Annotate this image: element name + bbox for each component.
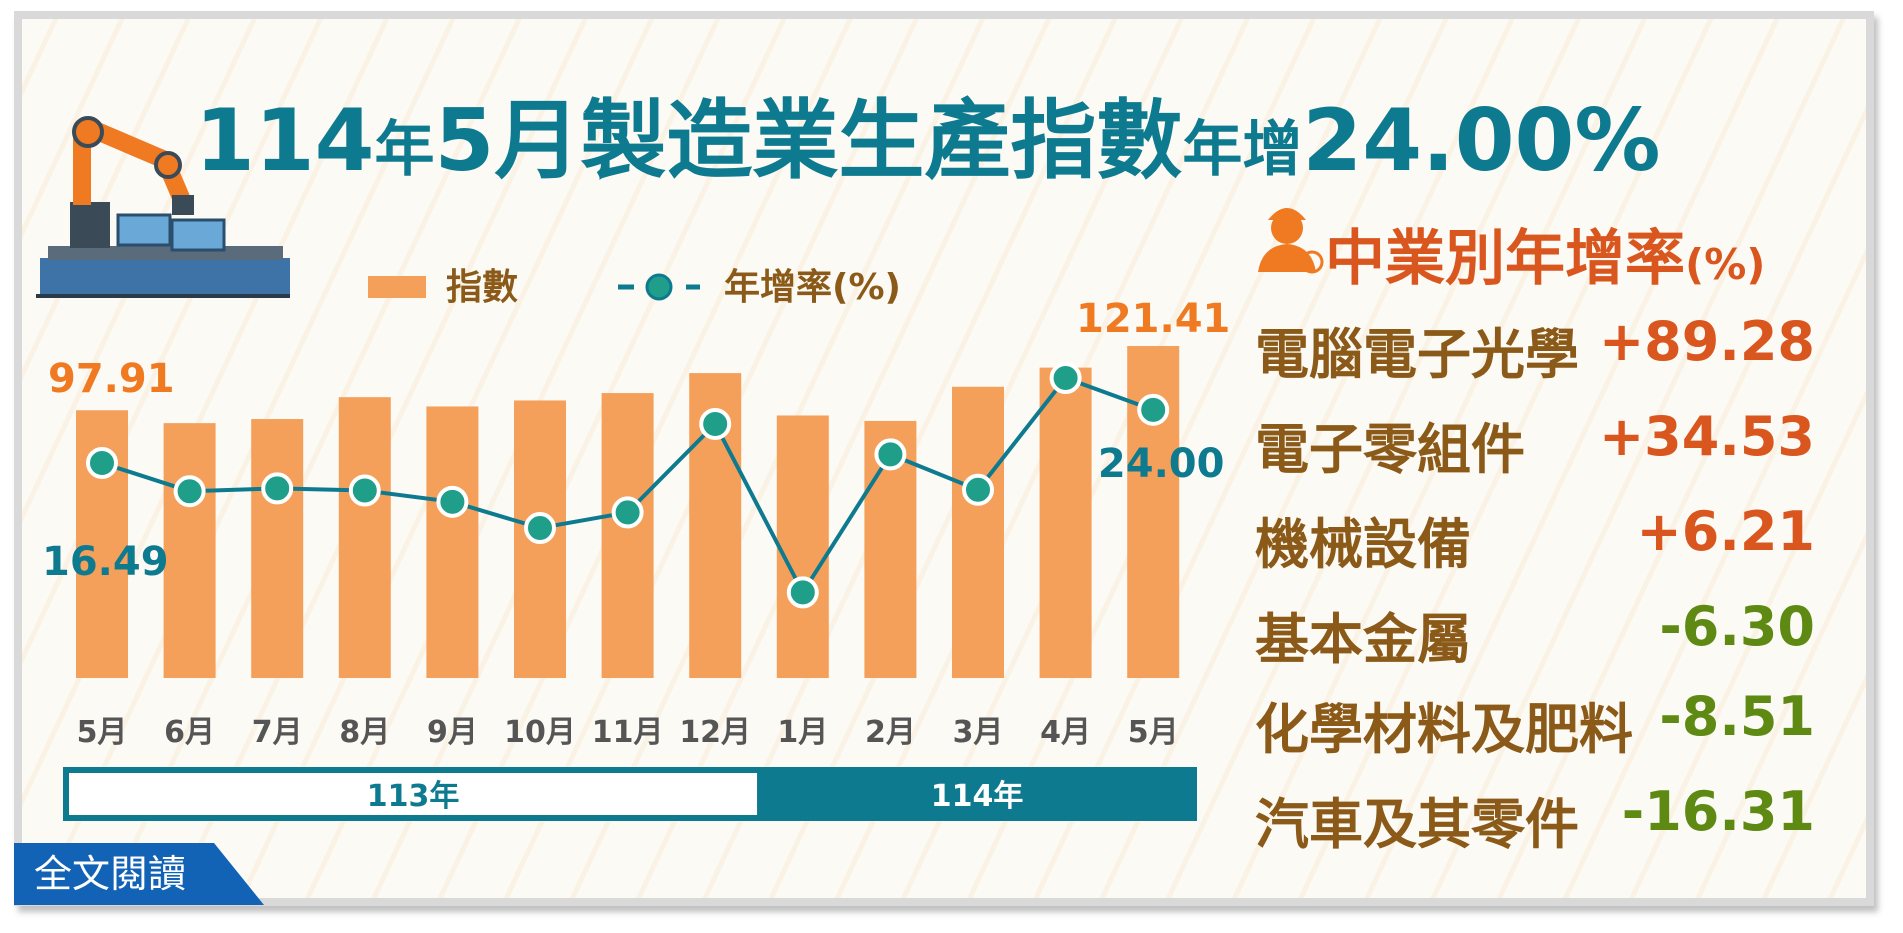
rate-point	[962, 473, 994, 506]
industry-name: 汽車及其零件	[1255, 793, 1579, 856]
index-bar	[163, 423, 216, 678]
infographic-frame	[14, 11, 1874, 906]
legend-label-rate: 年增率(%)	[724, 267, 901, 308]
industry-value: +34.53	[1598, 405, 1815, 468]
index-bar	[338, 397, 391, 678]
data-label-last-index: 121.41	[1076, 296, 1230, 342]
rate-point	[173, 475, 206, 508]
year-segment	[757, 767, 1198, 821]
x-tick-label: 9月	[427, 715, 478, 750]
rate-point	[1049, 362, 1082, 394]
x-axis-ticks: 5月 6月 7月 8月 9月 10月 11月 12月 1月 2月 3月 4月 5月	[77, 715, 1179, 750]
index-bar	[251, 419, 304, 678]
x-tick-label: 4月	[1040, 715, 1091, 750]
x-tick-label: 12月	[679, 715, 751, 750]
title-year: 114	[195, 91, 375, 191]
x-tick-label: 5月	[1128, 715, 1179, 750]
rate-point	[786, 576, 819, 609]
title-growth-value: 24.00%	[1302, 91, 1661, 191]
page-title: 114年5月製造業生產指數年增24.00%	[195, 70, 1755, 191]
worker-icon	[1258, 208, 1324, 274]
line-series	[86, 362, 1170, 609]
x-tick-label: 7月	[252, 715, 303, 750]
data-label-first-rate: 16.49	[42, 539, 169, 585]
legend-label-index: 指數	[446, 267, 518, 308]
data-labels: 97.91 121.41 16.49 24.00	[42, 296, 1230, 585]
title-growth-word: 年增	[1182, 115, 1303, 185]
rate-point	[348, 474, 381, 507]
index-bar	[952, 386, 1004, 678]
rate-point	[261, 472, 294, 505]
rate-point	[436, 485, 469, 518]
industry-value: +6.21	[1636, 500, 1815, 563]
rate-point	[611, 496, 644, 529]
index-bar	[601, 393, 654, 678]
industry-name: 電腦電子光學	[1255, 323, 1579, 386]
industry-title: 中業別年增率(%)	[1325, 210, 1765, 297]
x-tick-label: 1月	[777, 715, 828, 750]
industry-title-text: 中業別年增率	[1325, 224, 1685, 294]
rate-point	[86, 446, 118, 479]
industry-row: 電子零組件 +34.53	[1255, 405, 1815, 485]
industry-name: 基本金屬	[1255, 608, 1471, 671]
industry-row: 基本金屬 -6.30	[1255, 595, 1815, 675]
industry-name: 化學材料及肥料	[1255, 698, 1633, 761]
industry-name: 電子零組件	[1255, 418, 1525, 481]
industry-value: -6.30	[1659, 595, 1815, 658]
data-label-last-rate: 24.00	[1098, 441, 1225, 487]
data-label-first-index: 97.91	[48, 356, 175, 402]
industry-row: 化學材料及肥料 -8.51	[1255, 685, 1815, 765]
x-tick-label: 3月	[953, 715, 1004, 750]
rate-point	[874, 438, 907, 471]
rate-point	[524, 512, 556, 544]
legend-point-rate	[645, 273, 673, 301]
x-tick-label: 6月	[164, 715, 215, 750]
x-tick-label: 11月	[592, 715, 664, 750]
index-bar	[776, 415, 829, 678]
rate-point	[699, 407, 732, 440]
x-tick-label: 10月	[504, 715, 576, 750]
industry-title-unit: (%)	[1685, 240, 1766, 289]
year-bar: 113年 114年	[63, 767, 1198, 821]
robot-arm-icon	[36, 116, 290, 298]
industry-value: -16.31	[1621, 780, 1815, 843]
industry-name: 機械設備	[1255, 513, 1471, 576]
year-label: 113年	[367, 779, 460, 814]
background-pattern	[22, 19, 1866, 898]
legend-swatch-index	[368, 276, 426, 298]
year-label: 114年	[931, 779, 1024, 814]
index-bar	[426, 406, 479, 678]
rate-point	[1137, 393, 1170, 426]
chart-legend: 指數 年增率(%)	[368, 267, 901, 308]
industry-row: 機械設備 +6.21	[1255, 500, 1815, 580]
title-year-unit: 年	[374, 115, 435, 185]
x-tick-label: 8月	[339, 715, 390, 750]
title-main: 5月製造業生產指數	[434, 91, 1183, 191]
index-bar	[1039, 367, 1092, 678]
industry-row: 汽車及其零件 -16.31	[1255, 780, 1815, 860]
industry-row: 電腦電子光學 +89.28	[1255, 310, 1815, 390]
x-tick-label: 5月	[77, 715, 128, 750]
industry-value: -8.51	[1659, 685, 1815, 748]
industry-value: +89.28	[1598, 310, 1815, 373]
x-tick-label: 2月	[865, 715, 916, 750]
